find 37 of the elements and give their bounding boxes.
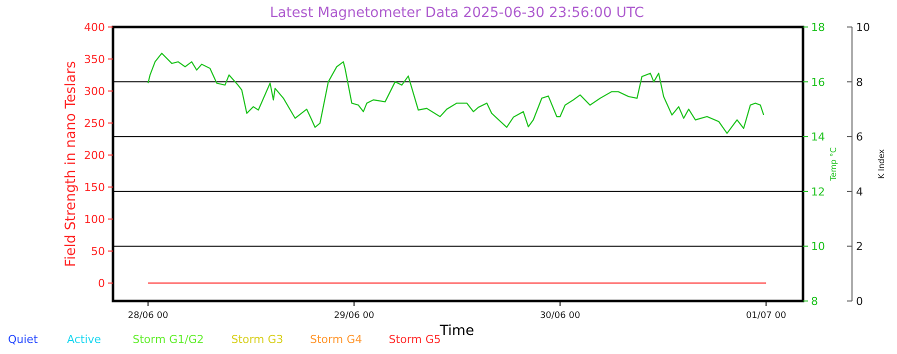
x-tick-label: 28/06 00 bbox=[128, 311, 168, 321]
x-tick-label: 01/07 00 bbox=[746, 311, 786, 321]
y2-tick-label: 8 bbox=[811, 295, 818, 308]
y3-axis-title: K Index bbox=[877, 148, 886, 179]
y-tick-label: 350 bbox=[84, 53, 105, 66]
y2-axis-title: Temp °C bbox=[829, 146, 838, 182]
y-tick-label: 400 bbox=[84, 21, 105, 34]
legend-label: Storm G1/G2 bbox=[132, 333, 204, 346]
legend-label: Active bbox=[67, 333, 102, 346]
legend-label: Storm G3 bbox=[231, 333, 284, 346]
y2-tick-label: 18 bbox=[811, 21, 825, 34]
line-series bbox=[147, 52, 764, 134]
legend-label: Quiet bbox=[8, 333, 38, 346]
y-tick-label: 0 bbox=[98, 277, 105, 290]
y3-tick-label: 10 bbox=[856, 21, 870, 34]
y-tick-label: 250 bbox=[84, 117, 105, 130]
y-tick-label: 200 bbox=[84, 149, 105, 162]
y3-tick-label: 6 bbox=[856, 130, 863, 144]
y2-tick-label: 12 bbox=[811, 185, 825, 198]
y3-tick-label: 0 bbox=[856, 295, 863, 308]
y-axis-title: Field Strength in nano Teslars bbox=[63, 61, 79, 267]
x-axis-title: Time bbox=[438, 323, 474, 339]
x-tick-label: 29/06 00 bbox=[334, 311, 374, 321]
y-tick-label: 50 bbox=[91, 245, 105, 258]
y-tick-label: 150 bbox=[84, 181, 105, 194]
y-tick-label: 300 bbox=[84, 85, 105, 98]
y-tick-label: 100 bbox=[84, 213, 105, 226]
y3-tick-label: 4 bbox=[856, 185, 863, 198]
chart-title: Latest Magnetometer Data 2025-06-30 23:56:00 UTC bbox=[270, 5, 644, 21]
legend-label: Storm G5 bbox=[388, 333, 441, 346]
y2-tick-label: 14 bbox=[811, 130, 825, 144]
legend-label: Storm G4 bbox=[310, 333, 362, 346]
y3-tick-label: 8 bbox=[856, 76, 863, 89]
y3-tick-label: 2 bbox=[856, 240, 863, 254]
x-tick-label: 30/06 00 bbox=[540, 311, 580, 321]
y2-tick-label: 10 bbox=[811, 240, 825, 254]
y2-tick-label: 16 bbox=[811, 76, 825, 89]
